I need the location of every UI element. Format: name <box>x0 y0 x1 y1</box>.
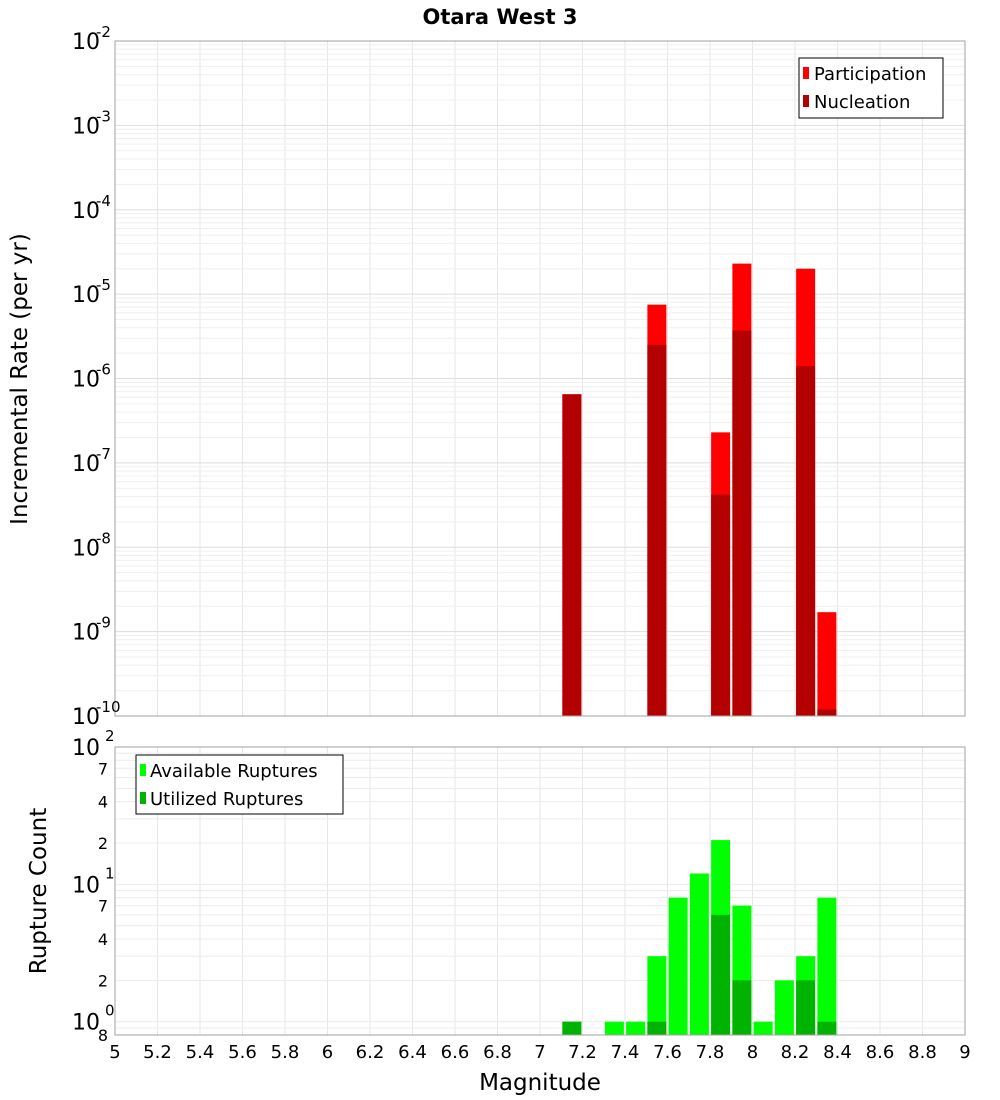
x-tick-label: 6 <box>322 1042 333 1063</box>
bottom-available-ruptures-bar <box>626 1021 646 1035</box>
x-tick-label: 6.8 <box>483 1042 512 1063</box>
top-y-tick-exponent: -10 <box>96 698 121 716</box>
bottom-y-minor-tick-label: 7 <box>98 759 108 778</box>
utilized-ruptures-legend-swatch <box>140 792 146 804</box>
bottom-utilized-ruptures-bar <box>562 1021 582 1035</box>
top-nucleation-bar <box>796 366 816 716</box>
x-tick-label: 8 <box>747 1042 758 1063</box>
top-y-axis-label: Incremental Rate (per yr) <box>7 233 33 525</box>
bottom-y-minor-tick-label: 2 <box>98 971 108 990</box>
bottom-available-ruptures-bar <box>668 897 688 1035</box>
bottom-y-tick-label: 10 <box>72 1011 100 1036</box>
x-tick-label: 6.6 <box>441 1042 470 1063</box>
bottom-available-ruptures-bar <box>647 956 667 1035</box>
bottom-available-ruptures-bar <box>817 897 837 1035</box>
x-tick-label: 7 <box>534 1042 545 1063</box>
top-nucleation-bar <box>732 330 752 716</box>
bottom-y-minor-tick-label: 4 <box>98 793 108 812</box>
bottom-available-ruptures-bar <box>753 1021 773 1035</box>
bottom-y-tick-label: 10 <box>72 873 100 898</box>
bottom-y-tick-exponent: 2 <box>105 727 115 745</box>
x-tick-label: 8.2 <box>781 1042 810 1063</box>
x-tick-label: 8.4 <box>823 1042 852 1063</box>
bottom-legend-box <box>135 754 344 815</box>
x-tick-label: 8.8 <box>908 1042 937 1063</box>
x-tick-label: 5.6 <box>228 1042 257 1063</box>
x-axis-label: Magnitude <box>479 1070 601 1096</box>
bottom-available-ruptures-bar <box>604 1021 624 1035</box>
x-tick-label: 9 <box>959 1042 970 1063</box>
participation-legend-swatch <box>803 67 809 79</box>
x-tick-label: 7.4 <box>611 1042 640 1063</box>
top-y-tick-exponent: -3 <box>96 107 111 125</box>
x-tick-label: 6.4 <box>398 1042 427 1063</box>
top-y-tick-label: 10 <box>72 30 100 55</box>
top-plot-gridlines <box>114 41 966 717</box>
x-tick-label: 5.4 <box>186 1042 215 1063</box>
bottom-plot-gridlines <box>114 746 966 1036</box>
bottom-utilized-ruptures-bar <box>732 980 752 1035</box>
top-legend: Participation Nucleation <box>798 57 944 119</box>
top-y-tick-labels: 10-210-310-410-510-610-710-810-910-10 <box>72 23 121 730</box>
top-legend-box <box>798 57 944 119</box>
bottom-y-minor-tick-label: 7 <box>98 897 108 916</box>
top-participation-bar <box>817 612 837 716</box>
chart-title: Otara West 3 <box>422 5 577 29</box>
bottom-plot-frame <box>114 746 966 1036</box>
bottom-available-ruptures-bar <box>774 980 794 1035</box>
top-y-tick-label: 10 <box>72 283 100 308</box>
participation-legend-label: Participation <box>814 64 926 85</box>
top-nucleation-bar <box>562 394 582 716</box>
top-y-tick-exponent: -5 <box>96 276 111 294</box>
x-tick-label: 6.2 <box>356 1042 385 1063</box>
x-tick-label: 5 <box>109 1042 120 1063</box>
bottom-y-minor-tick-label: 8 <box>98 1026 108 1045</box>
top-y-tick-label: 10 <box>72 536 100 561</box>
bottom-y-tick-label: 10 <box>72 736 100 761</box>
x-tick-label: 7.6 <box>653 1042 682 1063</box>
bottom-utilized-ruptures-bar <box>817 1021 837 1035</box>
utilized-ruptures-legend-label: Utilized Ruptures <box>150 789 303 810</box>
bottom-y-axis-label: Rupture Count <box>26 808 52 974</box>
bottom-y-minor-tick-label: 4 <box>98 930 108 949</box>
bottom-utilized-ruptures-bar <box>711 914 731 1035</box>
top-y-tick-label: 10 <box>72 621 100 646</box>
top-y-tick-exponent: -2 <box>96 23 111 41</box>
available-ruptures-legend-label: Available Ruptures <box>150 761 318 782</box>
available-ruptures-legend-swatch <box>140 764 146 776</box>
bottom-utilized-ruptures-bar <box>796 980 816 1035</box>
top-y-tick-exponent: -6 <box>96 361 111 379</box>
x-tick-label: 5.2 <box>143 1042 172 1063</box>
top-y-tick-label: 10 <box>72 199 100 224</box>
top-y-tick-label: 10 <box>72 705 100 730</box>
top-y-tick-label: 10 <box>72 114 100 139</box>
x-tick-label: 5.8 <box>271 1042 300 1063</box>
top-nucleation-bar <box>647 344 667 716</box>
bottom-legend: Available Ruptures Utilized Ruptures <box>135 754 344 815</box>
top-y-tick-exponent: -7 <box>96 445 111 463</box>
x-tick-label: 7.2 <box>568 1042 597 1063</box>
top-y-tick-exponent: -8 <box>96 529 111 547</box>
top-y-tick-label: 10 <box>72 368 100 393</box>
top-y-tick-exponent: -9 <box>96 614 111 632</box>
x-tick-labels: 5 5.2 5.4 5.6 5.8 6 6.2 6.4 6.6 6.8 7 7.2 7.4 7.6 7.8 8… <box>109 1042 970 1063</box>
nucleation-legend-label: Nucleation <box>814 92 910 113</box>
bottom-available-ruptures-bar <box>689 873 709 1035</box>
bottom-y-tick-exponent: 1 <box>105 864 115 882</box>
top-plot-frame <box>114 40 966 717</box>
x-tick-label: 8.6 <box>866 1042 895 1063</box>
top-nucleation-bar <box>817 709 837 716</box>
bottom-y-minor-tick-label: 2 <box>98 834 108 853</box>
x-tick-label: 7.8 <box>696 1042 725 1063</box>
bottom-y-tick-exponent: 0 <box>105 1002 115 1020</box>
bottom-plot-bars <box>562 840 837 1035</box>
bottom-y-tick-labels: 10 2 7 4 2 10 1 7 4 2 10 0 8 <box>72 727 115 1045</box>
nucleation-legend-swatch <box>803 95 809 107</box>
top-y-tick-exponent: -4 <box>96 192 111 210</box>
top-nucleation-bar <box>711 494 731 716</box>
bottom-utilized-ruptures-bar <box>647 1021 667 1035</box>
top-plot-bars <box>562 263 837 716</box>
top-y-tick-label: 10 <box>72 452 100 477</box>
